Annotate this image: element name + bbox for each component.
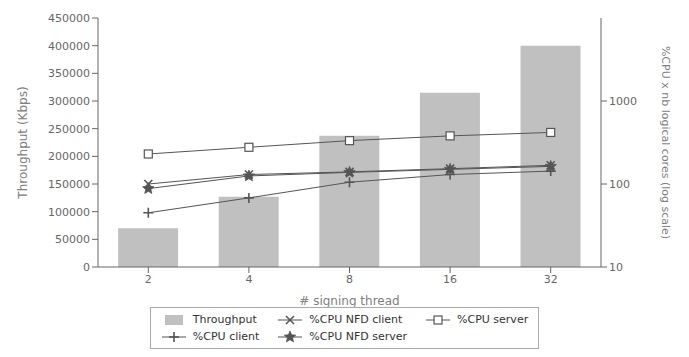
svg-text:%CPU x nb logical cores (log s: %CPU x nb logical cores (log scale) [659, 46, 672, 239]
svg-text:450000: 450000 [48, 12, 90, 25]
svg-text:0: 0 [83, 261, 90, 274]
svg-text:4: 4 [245, 273, 252, 286]
html-text:%CPU NFD client: %CPU NFD client [309, 313, 403, 326]
svg-text:8: 8 [346, 273, 353, 286]
html-text:%CPU server: %CPU server [457, 313, 529, 326]
svg-text:Throughput (Kbps): Throughput (Kbps) [16, 86, 30, 199]
svg-text:100: 100 [609, 178, 630, 191]
svg-text:150000: 150000 [48, 178, 90, 191]
svg-text:16: 16 [443, 273, 457, 286]
svg-text:2: 2 [145, 273, 152, 286]
html-text:%CPU client: %CPU client [192, 330, 260, 343]
html-text:%CPU NFD server: %CPU NFD server [309, 330, 407, 343]
svg-text:350000: 350000 [48, 67, 90, 80]
svg-text:32: 32 [544, 273, 558, 286]
svg-text:400000: 400000 [48, 40, 90, 53]
svg-text:200000: 200000 [48, 150, 90, 163]
svg-text:1000: 1000 [609, 95, 637, 108]
svg-text:# signing thread: # signing thread [299, 294, 399, 308]
svg-text:300000: 300000 [48, 95, 90, 108]
svg-text:100000: 100000 [48, 206, 90, 219]
svg-text:10: 10 [609, 261, 623, 274]
svg-text:50000: 50000 [55, 233, 90, 246]
html-text:Throughput: Throughput [192, 313, 257, 326]
svg-text:250000: 250000 [48, 123, 90, 136]
